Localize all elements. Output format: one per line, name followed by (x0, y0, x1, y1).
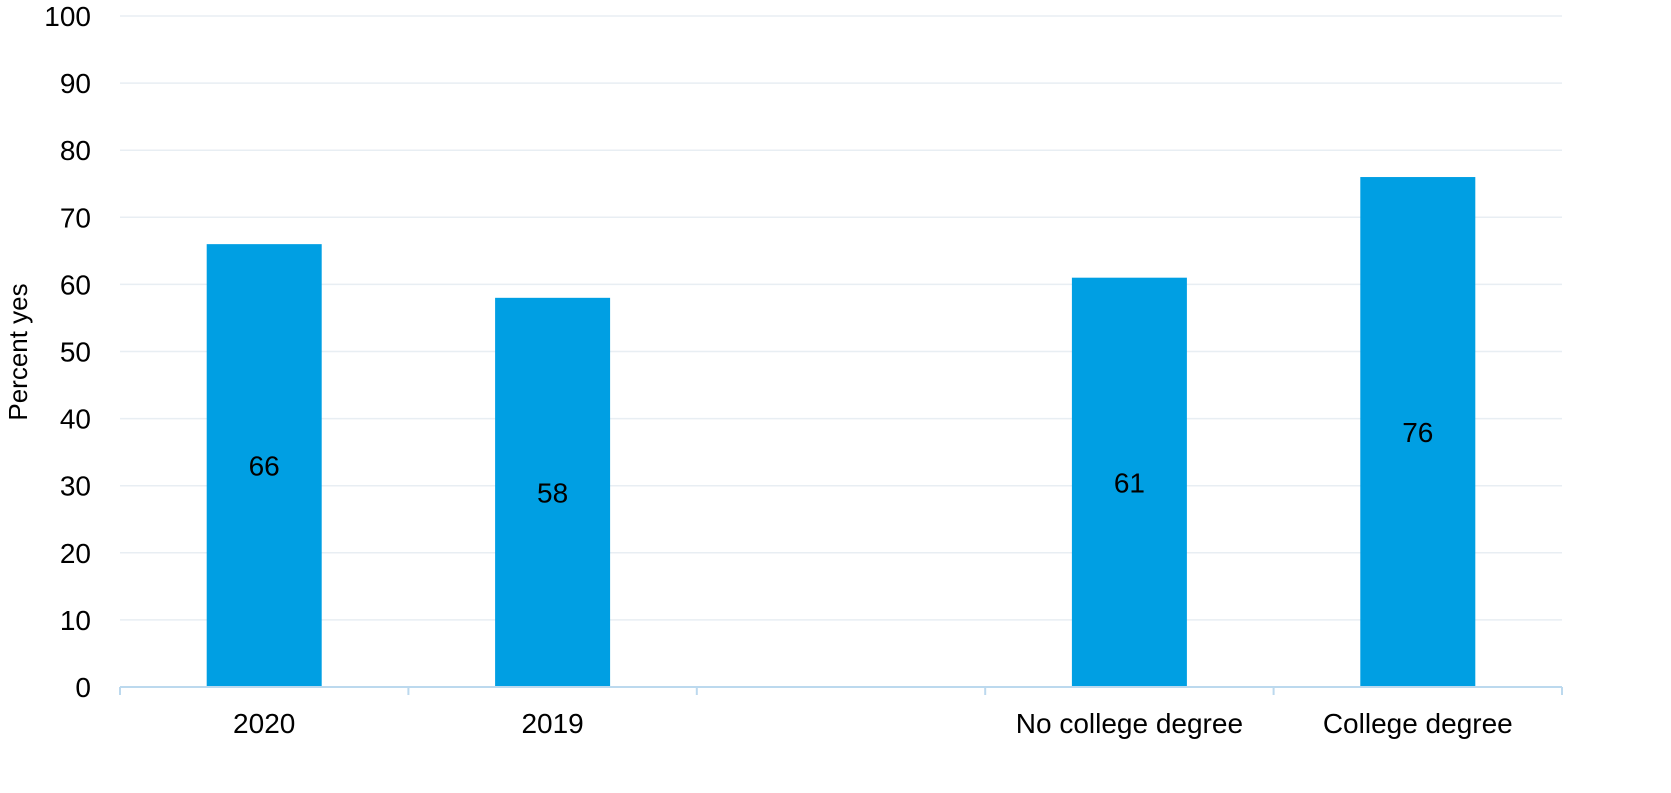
x-tick-label: 2020 (233, 708, 295, 739)
data-label: 66 (249, 451, 280, 482)
y-tick-label: 10 (60, 605, 91, 636)
y-tick-label: 60 (60, 269, 91, 300)
data-labels: 66 58 61 76 (249, 417, 1434, 508)
y-axis-ticks: 0 10 20 30 40 50 60 70 80 90 100 (44, 1, 91, 703)
data-label: 61 (1114, 467, 1145, 498)
y-tick-label: 40 (60, 404, 91, 435)
x-tick-label: 2019 (521, 708, 583, 739)
y-tick-label: 0 (75, 672, 91, 703)
x-tick-label: College degree (1323, 708, 1513, 739)
y-tick-label: 20 (60, 538, 91, 569)
data-label: 58 (537, 477, 568, 508)
bar (1360, 177, 1476, 688)
x-tick-label: No college degree (1016, 708, 1243, 739)
y-tick-label: 90 (60, 68, 91, 99)
y-tick-label: 100 (44, 1, 91, 32)
bar (206, 244, 322, 687)
y-tick-label: 80 (60, 135, 91, 166)
y-tick-label: 70 (60, 202, 91, 233)
bar (1071, 277, 1187, 687)
gridlines (120, 15, 1562, 621)
y-tick-label: 30 (60, 471, 91, 502)
bars (206, 177, 1476, 688)
data-label: 76 (1402, 417, 1433, 448)
y-tick-label: 50 (60, 337, 91, 368)
x-axis (119, 686, 1563, 695)
x-axis-labels: 2020 2019 No college degree College degree (233, 708, 1513, 739)
y-axis-title: Percent yes (3, 283, 33, 420)
bar (495, 297, 611, 687)
